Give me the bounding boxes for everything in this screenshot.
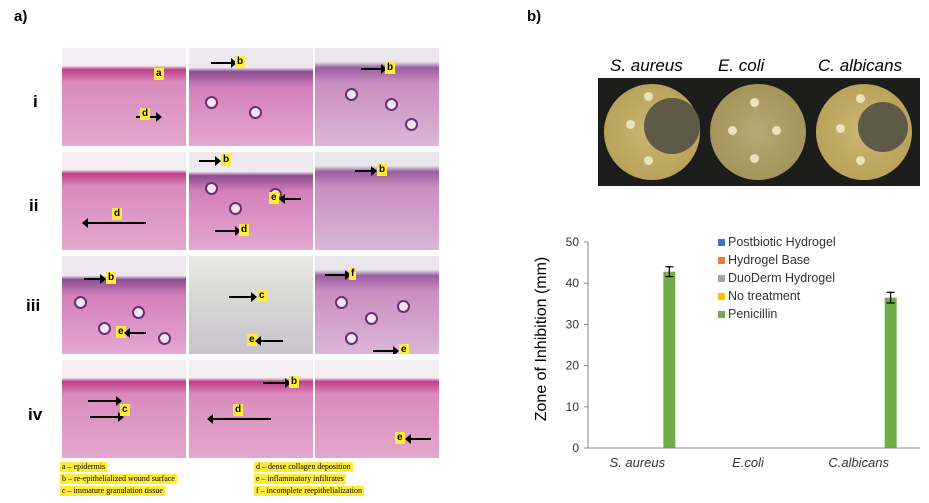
y-tick-label: 10: [566, 400, 580, 414]
marker: b: [377, 164, 388, 176]
arrow-icon: [405, 434, 431, 444]
legend-swatch: [718, 275, 725, 282]
arrow-icon: [361, 64, 387, 74]
arrow-icon: [255, 336, 283, 346]
marker: c: [257, 290, 267, 302]
marker: e: [395, 432, 405, 444]
arrow-icon: [215, 226, 241, 236]
histology-image-iv-1: c: [62, 360, 186, 458]
legend-key-c: c – immature granulation tissue: [60, 486, 165, 496]
marker: e: [116, 326, 126, 338]
agar-plate: [816, 84, 912, 180]
legend-swatch: [718, 239, 725, 246]
marker: d: [233, 404, 244, 416]
marker: b: [235, 56, 246, 68]
histology-image-iii-2: c e: [189, 256, 313, 354]
histology-image-ii-3: b: [315, 152, 439, 250]
legend-key-f: f – incomplete reepithelialization: [254, 486, 364, 496]
arrow-icon: [124, 328, 146, 338]
histology-image-i-2: b: [189, 48, 313, 146]
arrow-icon: [211, 58, 237, 68]
legend-key-d: d – dense collagen deposition: [254, 462, 353, 472]
agar-plates-photo: [598, 78, 920, 186]
legend-label: No treatment: [728, 289, 801, 303]
histology-image-i-1: a d: [62, 48, 186, 146]
legend-swatch: [718, 293, 725, 300]
row-label-iii: iii: [26, 296, 41, 315]
legend-swatch: [718, 257, 725, 264]
legend-label: Postbiotic Hydrogel: [728, 235, 836, 249]
y-tick-label: 50: [566, 235, 580, 249]
panel-b-label: b): [527, 8, 542, 25]
arrow-icon: [279, 194, 301, 204]
histology-image-ii-1: d: [62, 152, 186, 250]
y-tick-label: 0: [572, 441, 579, 455]
panel-a-label: a): [14, 8, 28, 25]
legend-label: Hydrogel Base: [728, 253, 810, 267]
histology-image-ii-2: b e d: [189, 152, 313, 250]
x-tick-label: E.coli: [732, 455, 765, 470]
arrow-icon: [88, 396, 122, 406]
agar-plate: [710, 84, 806, 180]
legend-label: Penicillin: [728, 307, 777, 321]
arrow-icon: [355, 166, 377, 176]
x-tick-label: C.albicans: [828, 455, 889, 470]
marker: d: [239, 224, 250, 236]
marker: b: [385, 62, 396, 74]
legend-key-b: b – re-epithelialized wound surface: [60, 474, 177, 484]
plate-label-e-coli: E. coli: [718, 56, 765, 75]
x-tick-label: S. aureus: [610, 455, 666, 470]
legend-label: DuoDerm Hydrogel: [728, 271, 835, 285]
marker: e: [399, 344, 409, 354]
bar-penicillin: [663, 271, 676, 448]
legend-key-a: a – epidermis: [60, 462, 108, 472]
y-tick-label: 40: [566, 276, 580, 290]
marker: e: [269, 192, 279, 204]
row-label-iv: iv: [28, 405, 43, 424]
arrow-icon: [84, 274, 106, 284]
marker: b: [221, 154, 232, 166]
marker: d: [140, 108, 151, 120]
agar-plate: [604, 84, 700, 180]
marker: b: [106, 272, 117, 284]
marker: c: [120, 404, 130, 416]
histology-image-iv-3: e: [315, 360, 439, 458]
arrow-icon: [207, 414, 271, 424]
y-tick-label: 30: [566, 317, 580, 331]
arrow-icon: [373, 346, 399, 354]
histology-image-iii-3: f e: [315, 256, 439, 354]
arrow-icon: [229, 292, 257, 302]
marker: d: [112, 208, 123, 220]
marker: f: [349, 268, 357, 280]
legend-key-e: e – inflammatory infiltrates: [254, 474, 346, 484]
arrow-icon: [90, 412, 124, 422]
arrow-icon: [263, 378, 291, 388]
y-tick-label: 20: [566, 359, 580, 373]
histology-image-iv-2: d b: [189, 360, 313, 458]
plate-label-s-aureus: S. aureus: [610, 56, 683, 75]
bar-penicillin: [884, 297, 897, 448]
histology-image-iii-1: b e: [62, 256, 186, 354]
arrow-icon: [199, 156, 221, 166]
arrow-icon: [325, 270, 351, 280]
row-label-ii: ii: [29, 196, 39, 215]
plate-label-c-albicans: C. albicans: [818, 56, 903, 75]
marker: a: [154, 68, 164, 80]
marker: b: [289, 376, 300, 388]
marker: e: [247, 334, 257, 346]
row-label-i: i: [33, 92, 38, 111]
zone-of-inhibition-chart: Zone of Inhibition (mm) 0 10 20 30 40 50 S. a…: [533, 235, 920, 470]
legend-swatch: [718, 311, 725, 318]
histology-image-i-3: b: [315, 48, 439, 146]
arrow-icon: [82, 218, 146, 228]
y-axis-label: Zone of Inhibition (mm): [533, 257, 550, 422]
